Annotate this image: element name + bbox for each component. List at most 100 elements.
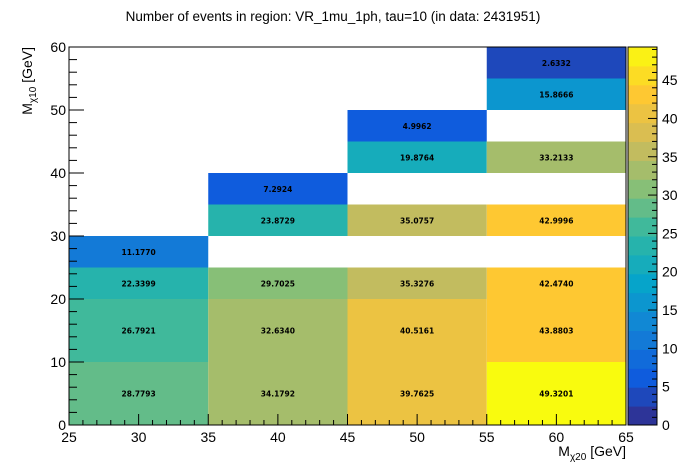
cell-value-label: 11.1770 — [122, 248, 156, 257]
x-tick-label: 50 — [409, 429, 425, 445]
palette-level — [628, 103, 657, 124]
cell-value-label: 39.7625 — [400, 390, 434, 399]
cell-value-label: 7.2924 — [263, 185, 292, 194]
palette-frame — [627, 46, 658, 426]
cell-value-label: 35.0757 — [400, 216, 434, 225]
palette-level — [628, 160, 657, 180]
x-axis: 25 30 35 40 45 50 55 60 65 — [61, 414, 634, 445]
y-tick-label: 0 — [58, 417, 66, 433]
cell-value-label: 42.4740 — [539, 279, 573, 288]
heatmap-cell — [347, 141, 487, 173]
palette-level — [628, 254, 657, 275]
y-tick-label: 10 — [50, 354, 66, 370]
x-axis-label-sub: χ20 — [570, 452, 587, 463]
x-tick-label: 45 — [340, 429, 356, 445]
palette-level — [628, 273, 657, 294]
heatmap-cell — [486, 141, 626, 173]
x-tick-label: 40 — [270, 429, 286, 445]
palette-level — [628, 122, 657, 142]
cell-value-label: 26.7921 — [122, 327, 156, 336]
cell-value-label: 2.6332 — [542, 59, 571, 68]
palette-level — [628, 179, 657, 199]
cell-value-label: 35.3276 — [400, 279, 434, 288]
cell-value-label: 19.8764 — [400, 153, 434, 162]
palette-level — [628, 47, 657, 67]
heatmap-cell — [69, 299, 209, 362]
heatmap-cell — [208, 204, 348, 236]
cell-value-label: 4.9962 — [403, 122, 432, 131]
heatmap-cell — [486, 267, 626, 299]
y-tick-label: 30 — [50, 228, 66, 244]
cell-value-label: 29.7025 — [261, 279, 295, 288]
x-tick-label: 30 — [131, 429, 147, 445]
palette-level — [628, 84, 657, 105]
chart-title: Number of events in region: VR_1mu_1ph, … — [126, 9, 541, 24]
cell-value-label: 34.1792 — [261, 390, 295, 399]
x-tick-label: 25 — [61, 429, 77, 445]
palette-level — [628, 387, 657, 407]
palette-level — [628, 141, 657, 161]
heatmap-cell — [486, 204, 626, 236]
palette-level — [628, 330, 657, 350]
y-tick-label: 20 — [50, 291, 66, 307]
y-axis-label-sub: χ10 — [28, 86, 39, 103]
palette-tick-label: 30 — [662, 187, 678, 203]
cell-value-label: 33.2133 — [539, 153, 573, 162]
palette-level — [628, 198, 657, 218]
heatmap-cell — [208, 173, 348, 205]
x-tick-label: 65 — [618, 429, 634, 445]
heatmap-cell — [347, 299, 487, 362]
cell-value-label: 43.8803 — [539, 327, 573, 336]
heatmap-cell — [347, 110, 487, 142]
y-axis-label-main: M — [19, 103, 35, 115]
cell-value-label: 32.6340 — [261, 327, 295, 336]
x-tick-label: 60 — [549, 429, 565, 445]
y-axis-label-unit: [GeV] — [19, 47, 35, 87]
cell-value-label: 49.3201 — [539, 390, 573, 399]
x-tick-label: 55 — [479, 429, 495, 445]
cell-value-label: 22.3399 — [122, 279, 156, 288]
heatmap-cell — [347, 204, 487, 236]
y-axis: 0 10 20 30 40 50 60 — [50, 39, 84, 433]
palette-tick-label: 35 — [662, 149, 678, 165]
cell-value-label: 40.5161 — [400, 327, 434, 336]
palette-level — [628, 349, 657, 369]
heatmap-cell — [347, 267, 487, 299]
cell-value-label: 23.8729 — [261, 216, 295, 225]
y-tick-label: 60 — [50, 39, 66, 55]
palette-tick-label: 10 — [662, 340, 678, 356]
color-palette-bar: 0 5 10 15 20 25 30 35 40 45 — [627, 46, 678, 433]
palette-level — [628, 368, 657, 388]
heatmap-cell — [69, 236, 209, 268]
heatmap-cell — [486, 299, 626, 362]
x-axis-label-unit: [GeV] — [586, 443, 626, 459]
palette-level — [628, 292, 657, 313]
heatmap-cells — [69, 47, 626, 425]
cell-value-label: 42.9996 — [539, 216, 573, 225]
heatmap-cell — [208, 299, 348, 362]
heatmap-cell — [486, 47, 626, 79]
palette-level — [628, 311, 657, 331]
palette-tick-label: 0 — [662, 417, 670, 433]
palette-level — [628, 406, 657, 426]
cell-value-label: 15.8666 — [539, 90, 573, 99]
palette-level — [628, 236, 657, 256]
heatmap-cell — [69, 267, 209, 299]
palette-tick-label: 40 — [662, 110, 678, 126]
heatmap-cell — [486, 78, 626, 110]
cell-value-label: 28.7793 — [122, 390, 156, 399]
palette-tick-label: 25 — [662, 225, 678, 241]
cell-value-labels: 28.7793 26.7921 22.3399 11.1770 34.1792 32.63… — [122, 59, 574, 399]
heatmap-cell — [208, 267, 348, 299]
palette-level — [628, 217, 657, 237]
palette-tick-label: 5 — [662, 379, 670, 395]
palette-tick-label: 15 — [662, 302, 678, 318]
y-axis-label: Mχ10 [GeV] — [19, 47, 39, 115]
y-tick-label: 50 — [50, 102, 66, 118]
x-axis-label: Mχ20 [GeV] — [558, 443, 626, 463]
x-tick-label: 35 — [200, 429, 216, 445]
palette-level — [628, 65, 657, 86]
x-axis-label-main: M — [558, 443, 570, 459]
palette-tick-label: 45 — [662, 72, 678, 88]
